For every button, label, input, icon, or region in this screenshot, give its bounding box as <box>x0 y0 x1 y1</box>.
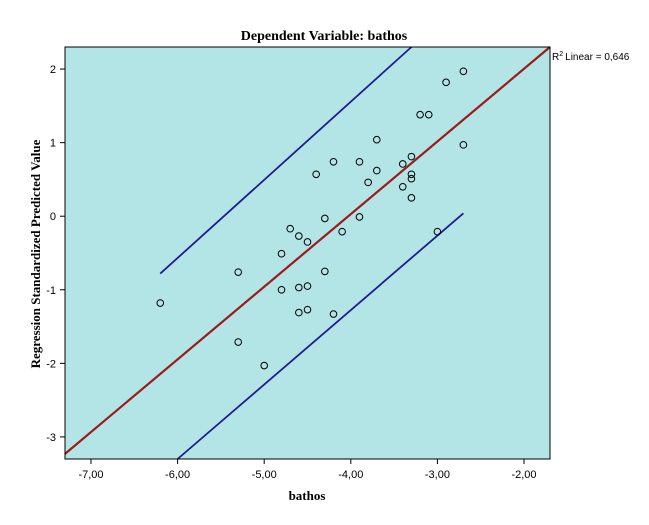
y-tick-label: 2 <box>50 64 56 76</box>
y-tick-label: -2 <box>46 358 56 370</box>
x-tick-label: -4,00 <box>338 469 363 481</box>
x-tick-label: -5,00 <box>252 469 277 481</box>
data-point <box>329 157 338 166</box>
r2-value: Linear = 0,646 <box>565 52 630 63</box>
data-point <box>338 227 346 236</box>
data-point <box>295 232 303 240</box>
data-point <box>398 160 407 168</box>
x-tick-label: -2,00 <box>511 469 536 481</box>
data-point <box>372 135 381 144</box>
y-tick-label: 1 <box>50 138 56 150</box>
data-point <box>321 214 329 223</box>
data-point <box>459 141 468 149</box>
data-point <box>398 182 407 191</box>
data-point <box>407 170 416 179</box>
data-point <box>407 174 416 183</box>
y-axis-label: Regression Standardized Predicted Value <box>28 139 43 368</box>
axis-ticks: -7,00 -6,00 -5,00 -4,00 -3,00 -2,00 -3 -2 -1 0 1 2 <box>46 64 536 481</box>
x-tick-label: -6,00 <box>165 469 190 481</box>
chart-title: Dependent Variable: bathos <box>241 29 408 44</box>
y-tick-label: 0 <box>50 211 56 223</box>
x-axis-label: bathos <box>289 488 326 503</box>
data-point <box>303 305 312 314</box>
x-tick-label: -3,00 <box>425 469 450 481</box>
fit-line <box>64 46 551 455</box>
data-points <box>156 67 468 370</box>
data-point <box>355 157 364 166</box>
r2-label: R2 Linear = 0,646 <box>552 51 630 63</box>
data-point <box>321 267 329 276</box>
upper-confidence-line <box>159 46 413 275</box>
data-point <box>433 227 442 236</box>
data-point <box>372 166 381 175</box>
data-point <box>295 308 303 317</box>
regression-lines <box>64 46 551 460</box>
y-tick-label: -3 <box>46 432 56 444</box>
data-point <box>286 224 294 233</box>
lower-confidence-line <box>177 212 464 460</box>
data-point <box>295 283 303 292</box>
data-point <box>364 178 372 187</box>
data-point <box>355 213 364 221</box>
data-point <box>234 338 243 346</box>
data-point <box>329 310 338 318</box>
data-point <box>260 361 268 370</box>
data-point <box>416 110 424 119</box>
x-tick-label: -7,00 <box>78 469 103 481</box>
data-point <box>442 78 450 87</box>
data-point <box>277 249 286 258</box>
data-point <box>424 110 433 119</box>
data-point <box>312 170 320 179</box>
data-point <box>407 194 416 202</box>
data-point <box>234 268 243 276</box>
data-point <box>303 282 312 290</box>
data-point <box>303 238 312 246</box>
data-point <box>156 299 165 307</box>
data-point <box>459 67 468 76</box>
data-point <box>407 152 416 161</box>
plot-frame <box>64 46 551 460</box>
data-point <box>277 285 286 294</box>
y-tick-label: -1 <box>46 285 56 297</box>
